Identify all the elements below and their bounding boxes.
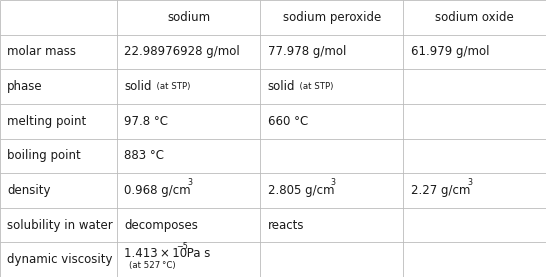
Text: density: density [7, 184, 51, 197]
Text: (at STP): (at STP) [294, 82, 333, 91]
Text: sodium oxide: sodium oxide [435, 11, 514, 24]
Text: phase: phase [7, 80, 43, 93]
Text: sodium peroxide: sodium peroxide [283, 11, 381, 24]
Text: 2.805 g/cm: 2.805 g/cm [268, 184, 334, 197]
Text: 61.979 g/mol: 61.979 g/mol [411, 45, 489, 58]
Text: (at 527 °C): (at 527 °C) [129, 261, 175, 270]
Text: reacts: reacts [268, 219, 304, 232]
Text: 1.413 × 10: 1.413 × 10 [124, 247, 188, 260]
Text: 0.968 g/cm: 0.968 g/cm [124, 184, 191, 197]
Text: boiling point: boiling point [7, 149, 81, 162]
Text: 3: 3 [330, 178, 335, 187]
Text: solid: solid [124, 80, 152, 93]
Text: 77.978 g/mol: 77.978 g/mol [268, 45, 346, 58]
Text: 3: 3 [187, 178, 192, 187]
Text: decomposes: decomposes [124, 219, 198, 232]
Text: 97.8 °C: 97.8 °C [124, 115, 169, 128]
Text: 883 °C: 883 °C [124, 149, 164, 162]
Text: 660 °C: 660 °C [268, 115, 308, 128]
Text: solid: solid [268, 80, 295, 93]
Text: solubility in water: solubility in water [7, 219, 113, 232]
Text: sodium: sodium [168, 11, 210, 24]
Text: −5: −5 [176, 242, 188, 251]
Text: 2.27 g/cm: 2.27 g/cm [411, 184, 470, 197]
Text: dynamic viscosity: dynamic viscosity [7, 253, 112, 266]
Text: 3: 3 [467, 178, 472, 187]
Text: 22.98976928 g/mol: 22.98976928 g/mol [124, 45, 240, 58]
Text: (at STP): (at STP) [151, 82, 190, 91]
Text: Pa s: Pa s [183, 247, 211, 260]
Text: molar mass: molar mass [7, 45, 76, 58]
Text: melting point: melting point [7, 115, 86, 128]
